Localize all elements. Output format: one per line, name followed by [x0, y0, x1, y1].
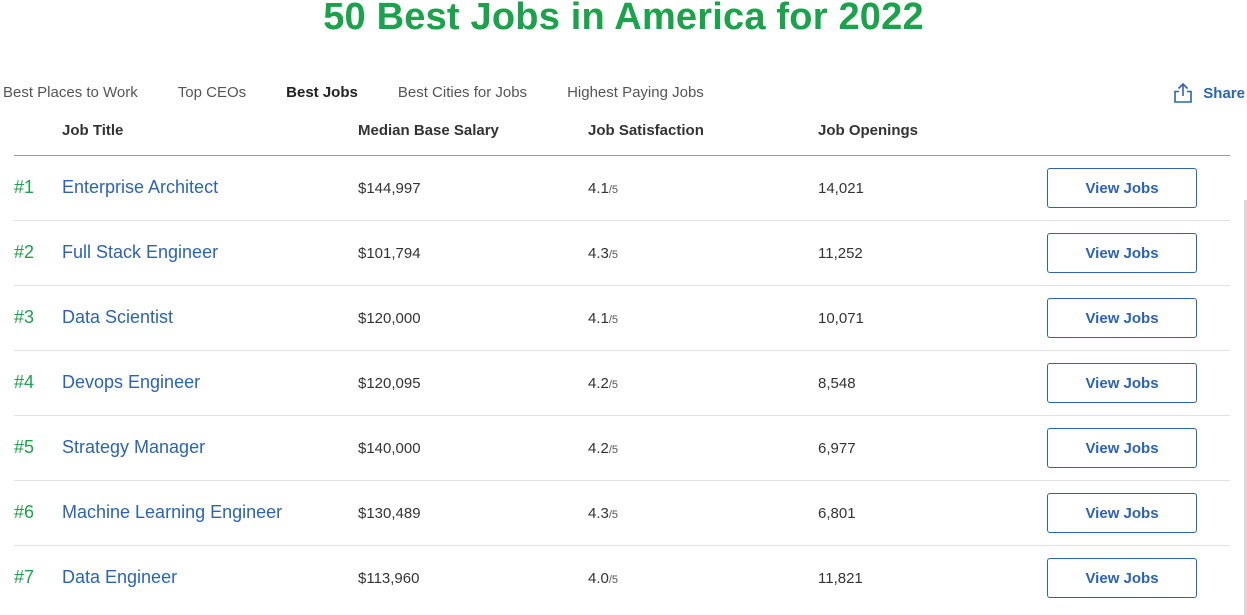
- view-jobs-button[interactable]: View Jobs: [1047, 168, 1197, 208]
- header-job-title: Job Title: [62, 122, 124, 139]
- satisfaction-max: /5: [608, 314, 619, 326]
- table-row: #1 Enterprise Architect $144,997 4.1/5 1…: [14, 156, 1230, 221]
- job-rank: #7: [14, 567, 35, 587]
- table-row: #4 Devops Engineer $120,095 4.2/5 8,548 …: [14, 351, 1230, 416]
- view-jobs-button[interactable]: View Jobs: [1047, 558, 1197, 598]
- scrollbar[interactable]: [1244, 200, 1247, 615]
- tab-best-places-to-work[interactable]: Best Places to Work: [3, 84, 138, 101]
- job-title-link[interactable]: Machine Learning Engineer: [62, 502, 283, 522]
- job-salary: $113,960: [358, 570, 420, 587]
- view-jobs-button[interactable]: View Jobs: [1047, 298, 1197, 338]
- job-rank: #4: [14, 372, 35, 392]
- job-salary: $120,095: [358, 375, 421, 392]
- table-row: #6 Machine Learning Engineer $130,489 4.…: [14, 481, 1230, 546]
- satisfaction-max: /5: [608, 574, 619, 586]
- view-jobs-button[interactable]: View Jobs: [1047, 428, 1197, 468]
- header-job-satisfaction: Job Satisfaction: [588, 122, 704, 139]
- view-jobs-button[interactable]: View Jobs: [1047, 233, 1197, 273]
- job-salary: $101,794: [358, 245, 421, 262]
- satisfaction-value: 4.0: [588, 570, 609, 587]
- satisfaction-value: 4.2: [588, 440, 609, 457]
- job-openings: 11,252: [818, 245, 863, 262]
- job-openings: 6,977: [818, 440, 856, 457]
- satisfaction-max: /5: [608, 444, 619, 456]
- job-satisfaction: 4.2/5: [588, 375, 618, 392]
- job-rank: #5: [14, 437, 35, 457]
- job-salary: $120,000: [358, 310, 421, 327]
- list-tabs: Best Places to Work Top CEOs Best Jobs B…: [3, 84, 744, 104]
- tab-best-cities-for-jobs[interactable]: Best Cities for Jobs: [397, 84, 528, 101]
- job-satisfaction: 4.3/5: [588, 505, 618, 522]
- tab-best-jobs[interactable]: Best Jobs: [286, 84, 358, 101]
- job-satisfaction: 4.3/5: [588, 245, 618, 262]
- table-header: Job Title Median Base Salary Job Satisfa…: [0, 122, 1247, 142]
- job-title-link[interactable]: Full Stack Engineer: [62, 242, 219, 262]
- jobs-table: #1 Enterprise Architect $144,997 4.1/5 1…: [14, 156, 1230, 611]
- table-row: #7 Data Engineer $113,960 4.0/5 11,821 V…: [14, 546, 1230, 611]
- page-title: 50 Best Jobs in America for 2022: [323, 0, 924, 38]
- tab-top-ceos[interactable]: Top CEOs: [177, 84, 247, 101]
- job-title-link[interactable]: Data Engineer: [62, 567, 178, 587]
- table-row: #2 Full Stack Engineer $101,794 4.3/5 11…: [14, 221, 1230, 286]
- header-median-base-salary: Median Base Salary: [358, 122, 499, 139]
- satisfaction-max: /5: [608, 379, 619, 391]
- satisfaction-max: /5: [608, 184, 619, 196]
- job-title-link[interactable]: Data Scientist: [62, 307, 174, 327]
- job-openings: 14,021: [818, 180, 864, 197]
- job-title-link[interactable]: Devops Engineer: [62, 372, 201, 392]
- job-rank: #2: [14, 242, 35, 262]
- satisfaction-value: 4.3: [588, 245, 609, 262]
- share-label: Share: [1203, 84, 1245, 102]
- tab-highest-paying-jobs[interactable]: Highest Paying Jobs: [567, 84, 704, 101]
- table-row: #3 Data Scientist $120,000 4.1/5 10,071 …: [14, 286, 1230, 351]
- view-jobs-button[interactable]: View Jobs: [1047, 493, 1197, 533]
- job-salary: $144,997: [358, 180, 421, 197]
- share-button[interactable]: Share: [1172, 82, 1245, 104]
- job-openings: 11,821: [818, 570, 863, 587]
- job-satisfaction: 4.1/5: [588, 310, 618, 327]
- job-satisfaction: 4.1/5: [588, 180, 618, 197]
- header-divider: [14, 155, 1230, 156]
- satisfaction-value: 4.1: [588, 180, 609, 197]
- share-icon: [1174, 82, 1193, 103]
- header-job-openings: Job Openings: [818, 122, 919, 139]
- job-openings: 10,071: [818, 310, 864, 327]
- job-satisfaction: 4.0/5: [588, 570, 618, 587]
- table-row: #5 Strategy Manager $140,000 4.2/5 6,977…: [14, 416, 1230, 481]
- job-rank: #3: [14, 307, 35, 327]
- job-satisfaction: 4.2/5: [588, 440, 618, 457]
- satisfaction-value: 4.1: [588, 310, 609, 327]
- satisfaction-max: /5: [608, 249, 619, 261]
- job-openings: 8,548: [818, 375, 856, 392]
- view-jobs-button[interactable]: View Jobs: [1047, 363, 1197, 403]
- job-rank: #6: [14, 502, 35, 522]
- satisfaction-max: /5: [608, 509, 619, 521]
- job-title-link[interactable]: Strategy Manager: [62, 437, 206, 457]
- job-salary: $130,489: [358, 505, 421, 522]
- job-openings: 6,801: [818, 505, 856, 522]
- job-title-link[interactable]: Enterprise Architect: [62, 177, 219, 197]
- job-salary: $140,000: [358, 440, 421, 457]
- satisfaction-value: 4.3: [588, 505, 609, 522]
- job-rank: #1: [14, 177, 35, 197]
- satisfaction-value: 4.2: [588, 375, 609, 392]
